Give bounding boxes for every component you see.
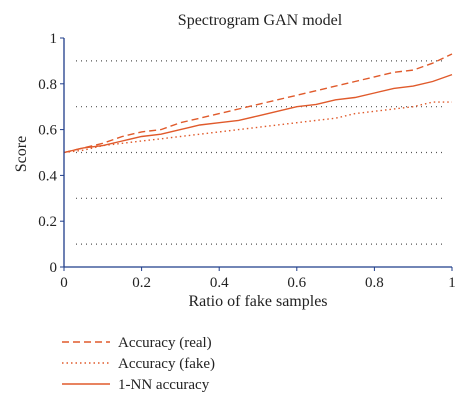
series-line-1 — [63, 53, 453, 154]
x-tick-label: 0 — [60, 275, 68, 291]
x-tick-label: 0.2 — [132, 275, 151, 291]
x-tick-label: 0.4 — [210, 275, 229, 291]
x-tick-label: 0.6 — [287, 275, 306, 291]
y-tick-label: 0.6 — [38, 123, 57, 139]
y-tick-label: 0.2 — [38, 214, 57, 230]
series-line-3 — [63, 73, 453, 154]
axes — [60, 37, 453, 271]
series-line-2 — [63, 101, 452, 154]
y-tick-label: 1 — [50, 31, 58, 47]
y-tick-label: 0 — [50, 260, 58, 276]
y-tick-label: 0.8 — [38, 77, 57, 93]
series-lines — [63, 53, 453, 154]
grid-lines — [76, 60, 442, 245]
legend-label-3: 1-NN accuracy — [118, 377, 210, 393]
x-tick-label: 0.8 — [365, 275, 384, 291]
x-axis-label: Ratio of fake samples — [188, 293, 327, 310]
y-axis-label: Score — [13, 136, 30, 172]
y-tick-label: 0.4 — [38, 168, 57, 184]
tick-labels: 0 0.2 0.4 0.6 0.8 1 0 0.2 0.4 0.6 0.8 1 — [38, 31, 456, 291]
x-tick-label: 1 — [448, 275, 456, 291]
legend-label-1: Accuracy (real) — [118, 335, 212, 351]
chart-title: Spectrogram GAN model — [178, 12, 343, 29]
legend-label-2: Accuracy (fake) — [118, 356, 215, 372]
legend: Accuracy (real) Accuracy (fake) 1-NN accur… — [62, 335, 215, 393]
